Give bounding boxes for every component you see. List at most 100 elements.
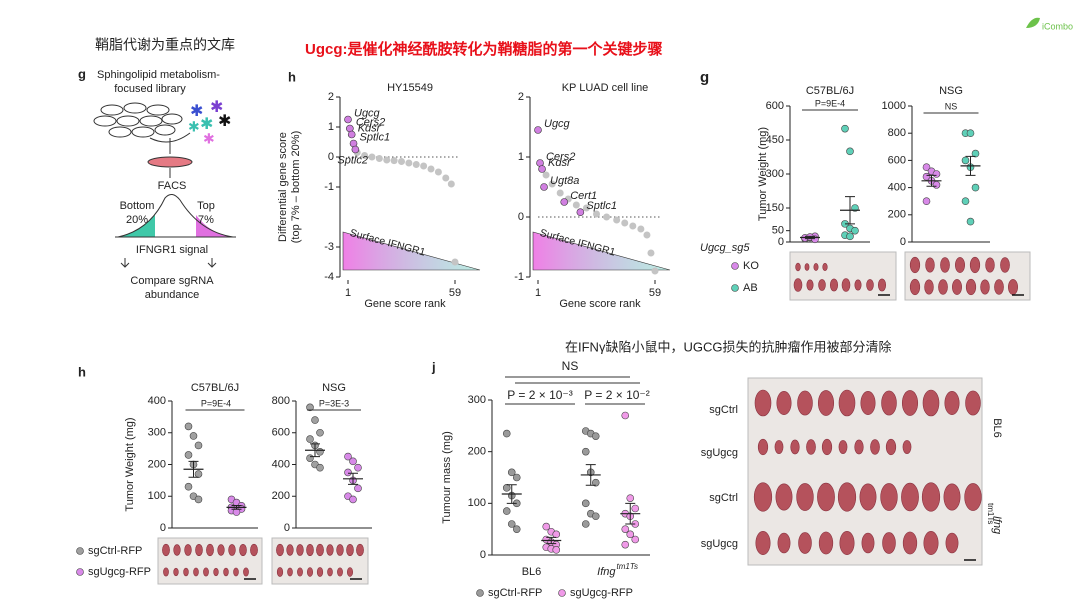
y-tick-label: 2 — [518, 91, 524, 103]
point — [344, 468, 352, 477]
tumour — [854, 439, 864, 455]
point — [316, 428, 324, 437]
y-tick-label: 0 — [518, 211, 524, 223]
y-tick-label: 400 — [888, 182, 906, 194]
point — [581, 520, 590, 528]
tumour — [837, 482, 857, 512]
gene-label: Cert1 — [570, 190, 597, 202]
tumour — [287, 567, 293, 577]
point — [184, 482, 193, 491]
y-axis-label: Tumour mass (mg) — [441, 431, 453, 524]
tumour — [306, 567, 314, 577]
error-bar — [926, 174, 937, 187]
y-tick-label: -1 — [514, 271, 524, 283]
point — [361, 152, 369, 159]
point — [383, 156, 391, 164]
row-label: sgUgcg — [701, 538, 738, 550]
annotation: P=9E-4 — [201, 398, 231, 408]
x-axis-label: Gene score rank — [364, 298, 446, 310]
point — [581, 447, 590, 456]
tumour — [821, 438, 833, 456]
point — [576, 208, 585, 216]
y-tick-label: 1 — [518, 151, 524, 163]
panel-letter: g — [700, 69, 709, 86]
error-bar — [188, 460, 199, 478]
tumour — [925, 257, 935, 273]
y-tick-label: 300 — [468, 394, 486, 406]
point — [306, 435, 314, 443]
point — [621, 411, 630, 420]
tumour — [793, 278, 803, 292]
point — [582, 204, 590, 212]
tumour — [223, 567, 229, 577]
y-axis-label: (top 7% – bottom 20%) — [290, 131, 302, 244]
legend-marker — [76, 568, 84, 576]
point — [572, 201, 580, 209]
point — [427, 165, 435, 173]
y-tick-label: 200 — [888, 209, 906, 221]
tumour — [296, 544, 304, 556]
y-tick-label: 300 — [766, 168, 784, 180]
y-axis-label: Tumor Weight (mg) — [124, 417, 136, 511]
point — [398, 158, 405, 165]
tumour — [297, 567, 303, 577]
point — [512, 473, 521, 482]
error-bar — [348, 472, 358, 485]
tumour — [880, 483, 898, 511]
point — [603, 213, 611, 221]
tumour — [346, 567, 354, 577]
tumour — [306, 543, 314, 557]
point — [966, 129, 975, 137]
legend-marker — [731, 284, 739, 292]
legend-label: sgCtrl-RFP — [88, 545, 142, 557]
category-label: Ifng — [597, 566, 616, 578]
point — [434, 168, 442, 176]
tumour — [162, 543, 170, 557]
sgrna-library: ✱ ✱ ✱ ✱ ✱✱ — [188, 99, 231, 146]
gene-label: Sptlc2 — [337, 154, 368, 166]
y-tick-label: 300 — [148, 427, 166, 439]
legend-marker — [558, 589, 566, 597]
point — [344, 115, 352, 124]
top-fill — [196, 215, 233, 237]
legend-label: sgCtrl-RFP — [488, 587, 542, 599]
x-tick-label: 59 — [649, 287, 661, 299]
chart-title: HY15549 — [387, 82, 433, 94]
tumour — [774, 440, 784, 454]
tumour — [239, 543, 247, 557]
category-superscript: tm1Ts — [617, 562, 639, 571]
y-tick-label: 600 — [888, 154, 906, 166]
slide-title: Ugcg:是催化神经酰胺转化为鞘糖脂的第一个关键步骤 — [305, 40, 663, 58]
gene-label: Ugt8a — [550, 175, 579, 187]
tumour — [203, 567, 209, 577]
arrow — [149, 132, 191, 154]
tumour — [969, 256, 981, 274]
tumour — [316, 567, 324, 577]
tumour — [790, 439, 800, 455]
y-tick-label: 400 — [148, 395, 166, 407]
tumour — [754, 389, 772, 417]
y-tick-label: 400 — [272, 458, 290, 470]
point — [194, 495, 203, 504]
distribution — [117, 194, 234, 238]
top-label: Top — [197, 200, 215, 212]
y-tick-label: 0 — [900, 236, 906, 248]
panel-letter: h — [78, 364, 86, 379]
tumour — [796, 483, 814, 511]
tumour — [217, 544, 225, 556]
y-tick-label: 0 — [160, 522, 166, 534]
category-label: BL6 — [522, 566, 542, 578]
point — [552, 546, 561, 554]
dish — [147, 156, 193, 168]
top-label: 7% — [198, 214, 214, 226]
tumour — [985, 257, 995, 273]
point — [593, 210, 600, 218]
point — [507, 520, 516, 528]
point — [349, 495, 357, 504]
tumour — [243, 567, 249, 577]
error-bar — [625, 502, 636, 525]
y-tick-label: 50 — [772, 225, 784, 237]
tumour — [817, 482, 835, 512]
gene-label: Ugcg — [544, 118, 571, 130]
